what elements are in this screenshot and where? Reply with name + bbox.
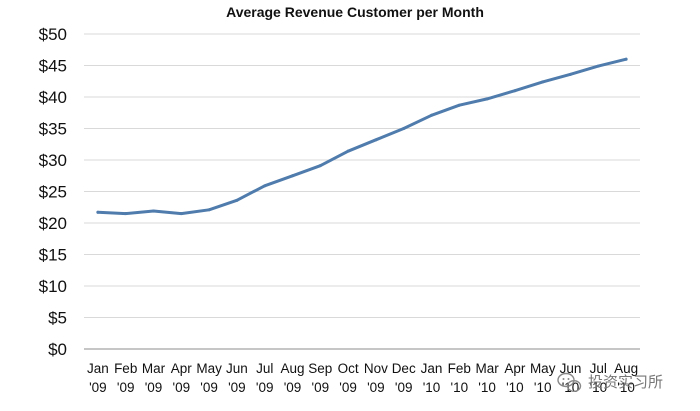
y-tick-label: $40 (39, 88, 67, 107)
data-point (346, 149, 350, 153)
x-tick-label: Oct '09 (338, 361, 359, 395)
y-tick-label: $0 (48, 340, 67, 359)
x-tick-label: May '09 (196, 361, 222, 395)
data-point (624, 57, 628, 61)
x-tick-label: Nov '09 (364, 361, 388, 395)
wechat-icon (557, 372, 582, 393)
y-tick-label: $30 (39, 151, 67, 170)
y-tick-label: $45 (39, 57, 67, 76)
x-tick-label: Jun '09 (226, 361, 248, 395)
data-point (430, 113, 433, 117)
y-tick-label: $15 (39, 246, 67, 265)
data-point (96, 210, 100, 214)
data-point (541, 80, 545, 84)
x-tick-label: Jul '10 (590, 361, 608, 395)
series-line (96, 57, 628, 216)
x-tick-label: Sep '09 (308, 361, 332, 395)
data-point (485, 97, 489, 101)
y-axis-ticks: $0 $5 $10 $15 $20 $25 $30 $35 $40 $45 $50 (39, 25, 67, 359)
data-point (152, 209, 155, 213)
watermark: 投资实习所 (557, 372, 663, 393)
x-tick-label: Mar '10 (475, 361, 499, 395)
data-point (291, 174, 294, 178)
x-tick-label: Mar '09 (142, 361, 166, 395)
data-point (374, 138, 378, 142)
data-point (596, 64, 600, 68)
x-tick-label: Apr '10 (504, 361, 526, 395)
data-points (96, 57, 628, 216)
data-point (457, 103, 461, 107)
x-tick-label: Feb '10 (448, 361, 471, 395)
y-tick-label: $20 (39, 214, 67, 233)
data-point (569, 72, 572, 76)
x-tick-label: Feb '09 (114, 361, 137, 395)
data-point (513, 89, 517, 93)
watermark-text: 投资实习所 (588, 373, 663, 391)
x-tick-label: Jan '09 (87, 361, 109, 395)
data-point (263, 184, 267, 188)
x-tick-label: Jun '10 (560, 361, 582, 395)
x-tick-label: Apr '09 (171, 361, 193, 395)
data-point (318, 164, 322, 168)
data-point (124, 212, 128, 216)
x-tick-label: Jan '10 (421, 361, 443, 395)
y-tick-label: $10 (39, 277, 67, 296)
y-tick-label: $25 (39, 183, 67, 202)
x-tick-label: Jul '09 (256, 361, 274, 395)
data-point (179, 212, 183, 216)
data-point (207, 208, 211, 212)
x-tick-label: Aug '10 (614, 361, 638, 395)
gridlines (84, 33, 640, 350)
y-tick-label: $35 (39, 120, 67, 139)
data-point (235, 198, 239, 202)
x-tick-label: Aug '09 (280, 361, 304, 395)
y-tick-label: $50 (39, 25, 67, 44)
x-tick-label: May '10 (530, 361, 556, 395)
y-tick-label: $5 (48, 309, 67, 328)
x-tick-label: Dec '09 (392, 361, 416, 395)
chart-title: Average Revenue Customer per Month (226, 4, 484, 20)
data-point (402, 127, 406, 130)
